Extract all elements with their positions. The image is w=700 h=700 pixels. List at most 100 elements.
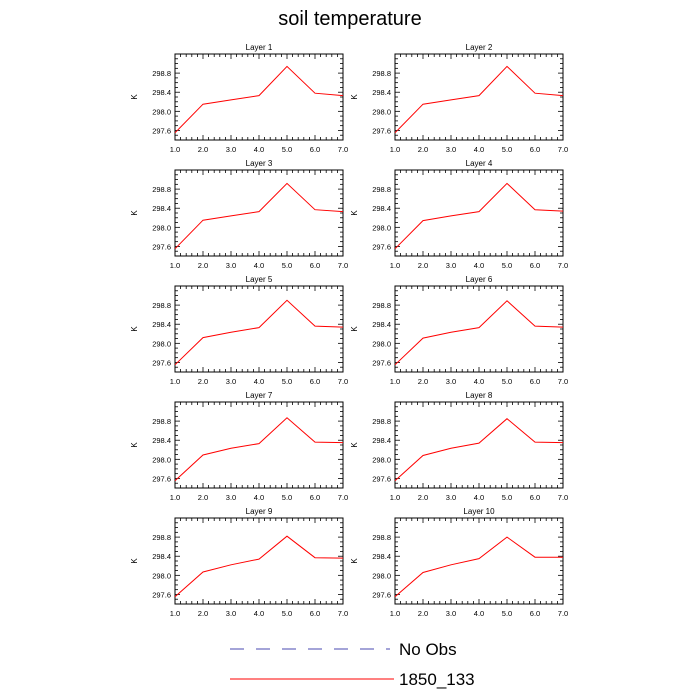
x-tick-label: 1.0 (170, 377, 180, 386)
panel-frame (394, 169, 564, 257)
series-line-1850-133 (174, 417, 344, 482)
y-tick-label: 298.4 (152, 320, 171, 329)
x-tick-label: 3.0 (446, 493, 456, 502)
y-tick-label: 297.6 (152, 358, 171, 367)
panel-layer-8: Layer 8 K 1.0 2.0 3.0 4.0 5.0 6.0 7.0 297.6 298.0 2… (350, 391, 568, 502)
series-line-1850-133 (394, 418, 564, 482)
panel-title: Layer 5 (246, 275, 273, 284)
x-tick-label: 6.0 (310, 145, 320, 154)
y-tick-label: 298.4 (152, 552, 171, 561)
x-tick-label: 1.0 (390, 377, 400, 386)
x-tick-label: 7.0 (558, 145, 568, 154)
x-tick-label: 3.0 (226, 261, 236, 270)
x-tick-label: 2.0 (198, 493, 208, 502)
y-axis-label: K (130, 558, 139, 564)
x-tick-label: 1.0 (170, 261, 180, 270)
x-tick-label: 2.0 (418, 493, 428, 502)
y-tick-label: 298.4 (372, 436, 391, 445)
x-tick-label: 6.0 (530, 377, 540, 386)
y-tick-label: 298.0 (372, 571, 391, 580)
panel-layer-6: Layer 6 K 1.0 2.0 3.0 4.0 5.0 6.0 7.0 297.6 298.0 2… (350, 275, 568, 386)
y-tick-label: 298.4 (372, 88, 391, 97)
series-line-1850-133 (174, 299, 344, 366)
panel-layer-10: Layer 10 K 1.0 2.0 3.0 4.0 5.0 6.0 7.0 297.6 298.0… (350, 507, 568, 618)
x-tick-label: 7.0 (558, 377, 568, 386)
panel-frame (394, 517, 564, 605)
x-tick-label: 4.0 (474, 145, 484, 154)
y-tick-label: 297.6 (152, 474, 171, 483)
x-tick-label: 3.0 (226, 145, 236, 154)
series-line-1850-133 (394, 65, 564, 134)
x-tick-label: 3.0 (226, 377, 236, 386)
series-line-1850-133 (174, 182, 344, 250)
y-tick-label: 298.0 (372, 339, 391, 348)
y-axis-label: K (350, 558, 359, 564)
x-tick-label: 4.0 (254, 145, 264, 154)
x-tick-label: 3.0 (446, 261, 456, 270)
panel-title: Layer 7 (246, 391, 273, 400)
y-tick-label: 298.8 (152, 533, 171, 542)
y-axis-label: K (130, 210, 139, 216)
series-line-1850-133 (394, 300, 564, 366)
x-tick-label: 2.0 (198, 145, 208, 154)
x-tick-label: 6.0 (530, 609, 540, 618)
x-tick-label: 2.0 (418, 609, 428, 618)
x-tick-label: 7.0 (338, 609, 348, 618)
panel-frame (174, 53, 344, 141)
y-tick-label: 298.0 (372, 223, 391, 232)
x-tick-label: 2.0 (418, 261, 428, 270)
x-tick-label: 4.0 (254, 609, 264, 618)
x-tick-label: 5.0 (502, 377, 512, 386)
y-tick-label: 297.6 (372, 590, 391, 599)
x-tick-label: 7.0 (338, 145, 348, 154)
y-axis-label: K (350, 94, 359, 100)
series-line-1850-133 (394, 536, 563, 598)
y-axis-label: K (350, 326, 359, 332)
x-tick-label: 6.0 (530, 493, 540, 502)
y-tick-label: 298.8 (152, 417, 171, 426)
panel-title: Layer 3 (246, 159, 273, 168)
chart-title: soil temperature (278, 8, 422, 30)
y-tick-label: 298.8 (372, 417, 391, 426)
x-tick-label: 5.0 (502, 493, 512, 502)
y-tick-label: 298.4 (152, 88, 171, 97)
y-tick-label: 297.6 (152, 590, 171, 599)
x-tick-label: 4.0 (254, 377, 264, 386)
y-tick-label: 298.4 (152, 204, 171, 213)
legend-no-obs-label: No Obs (399, 640, 457, 659)
panel-layer-4: Layer 4 K 1.0 2.0 3.0 4.0 5.0 6.0 7.0 297.6 298.0 2… (350, 159, 568, 270)
panel-title: Layer 2 (466, 43, 493, 52)
y-tick-label: 297.6 (152, 126, 171, 135)
y-tick-label: 298.0 (152, 455, 171, 464)
y-axis-label: K (130, 442, 139, 448)
y-tick-label: 298.0 (152, 339, 171, 348)
panel-title: Layer 9 (246, 507, 273, 516)
y-tick-label: 297.6 (372, 242, 391, 251)
x-tick-label: 6.0 (310, 377, 320, 386)
x-tick-label: 5.0 (502, 609, 512, 618)
series-line-1850-133 (174, 65, 344, 134)
y-tick-label: 298.4 (372, 320, 391, 329)
x-tick-label: 7.0 (338, 377, 348, 386)
y-tick-label: 298.0 (152, 107, 171, 116)
x-tick-label: 6.0 (530, 261, 540, 270)
panel-title: Layer 4 (466, 159, 493, 168)
x-tick-label: 2.0 (198, 377, 208, 386)
y-tick-label: 298.8 (372, 185, 391, 194)
x-tick-label: 3.0 (226, 609, 236, 618)
x-tick-label: 7.0 (558, 609, 568, 618)
y-tick-label: 298.8 (372, 301, 391, 310)
x-tick-label: 5.0 (282, 377, 292, 386)
x-tick-label: 1.0 (390, 493, 400, 502)
panel-frame (174, 401, 344, 489)
y-tick-label: 298.0 (152, 223, 171, 232)
x-tick-label: 7.0 (558, 261, 568, 270)
panel-title: Layer 10 (463, 507, 495, 516)
x-tick-label: 5.0 (282, 261, 292, 270)
y-axis-label: K (130, 94, 139, 100)
y-tick-label: 297.6 (372, 126, 391, 135)
y-tick-label: 298.4 (152, 436, 171, 445)
x-tick-label: 5.0 (282, 145, 292, 154)
y-axis-label: K (130, 326, 139, 332)
